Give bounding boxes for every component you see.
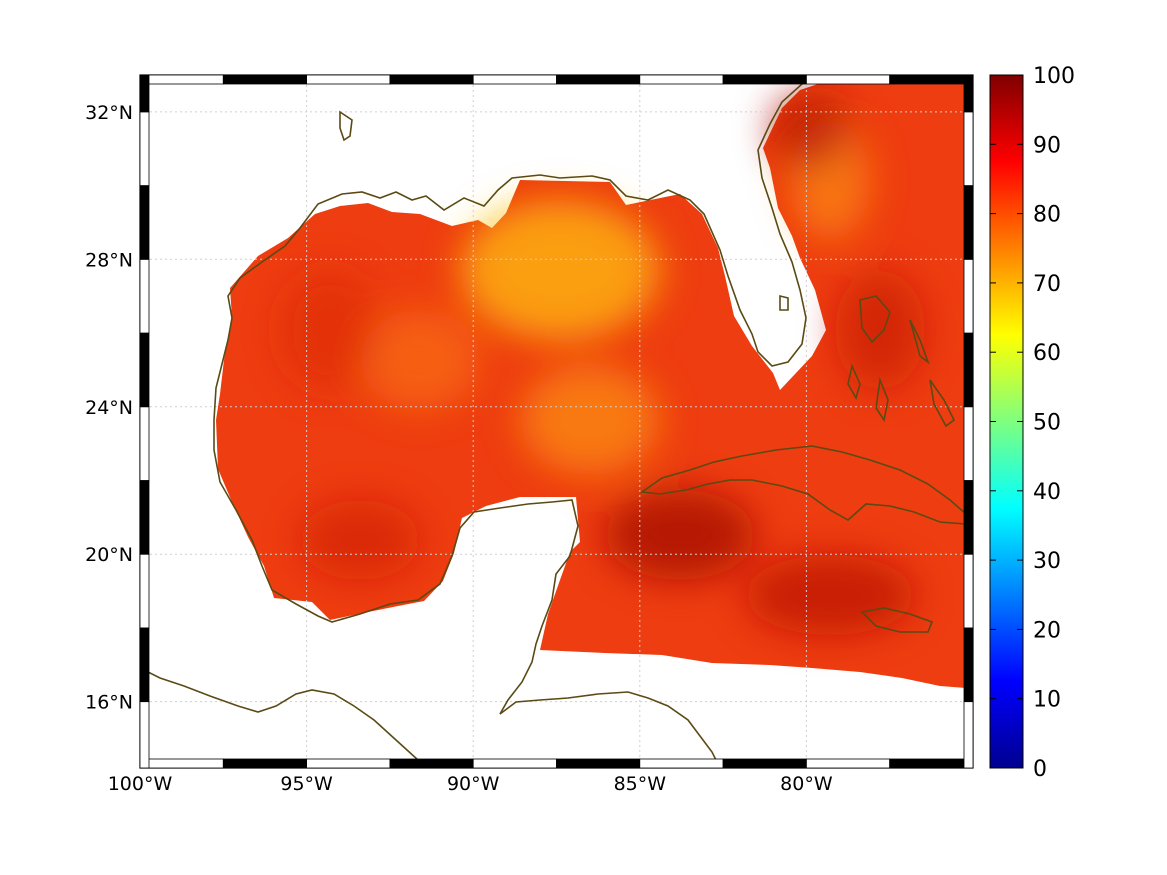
frame-bar-bottom bbox=[139, 758, 224, 769]
lat-tick-label: 32°N bbox=[85, 102, 133, 124]
colorbar-tick-label: 100 bbox=[1033, 64, 1075, 89]
colorbar-tick-label: 20 bbox=[1033, 618, 1061, 643]
frame-bar-bottom bbox=[556, 758, 641, 769]
frame-bar-top bbox=[306, 74, 391, 85]
lon-tick-label: 95°W bbox=[280, 773, 333, 795]
colorbar-tick-label: 0 bbox=[1033, 757, 1047, 782]
colorbar-tick-label: 50 bbox=[1033, 411, 1061, 436]
lon-tick-label: 80°W bbox=[780, 773, 833, 795]
frame-bar-left bbox=[139, 406, 150, 481]
frame-bar-top bbox=[556, 74, 641, 85]
mexico-coastline bbox=[213, 317, 579, 715]
frame-bar-right bbox=[963, 480, 974, 555]
latitude-labels: 32°N 28°N 24°N 20°N 16°N bbox=[85, 102, 133, 714]
frame-bar-bottom bbox=[889, 758, 974, 769]
colorbar-tick-label: 80 bbox=[1033, 203, 1061, 228]
lat-tick-label: 16°N bbox=[85, 692, 133, 714]
lat-tick-label: 20°N bbox=[85, 544, 133, 566]
frame-bar-right bbox=[963, 111, 974, 186]
gridlines bbox=[140, 75, 973, 768]
high-value-patch bbox=[745, 555, 915, 635]
lat-tick-label: 28°N bbox=[85, 249, 133, 271]
frame-bar-left bbox=[139, 332, 150, 408]
frame-bar-right bbox=[963, 701, 974, 769]
colorbar-tick-label: 30 bbox=[1033, 549, 1061, 574]
low-value-patch bbox=[460, 200, 660, 340]
frame-bar-top bbox=[722, 74, 807, 85]
frame-bar-right bbox=[963, 74, 974, 113]
frame-bar-left bbox=[139, 627, 150, 703]
frame-bar-top bbox=[139, 74, 224, 85]
frame-bar-right bbox=[963, 627, 974, 703]
coastlines bbox=[140, 75, 967, 768]
frame-bar-bottom bbox=[639, 758, 724, 769]
low-value-patch bbox=[520, 365, 660, 475]
central-america-pacific-coastline bbox=[140, 667, 431, 768]
frame-bar-bottom bbox=[306, 758, 391, 769]
frame-bar-bottom bbox=[722, 758, 807, 769]
frame-bar-right bbox=[963, 332, 974, 408]
inland-lake bbox=[339, 110, 353, 142]
lon-tick-label: 100°W bbox=[108, 773, 173, 795]
high-value-patch bbox=[300, 500, 420, 580]
frame-bar-top bbox=[806, 74, 891, 85]
colorbar-tick-label: 90 bbox=[1033, 133, 1061, 158]
ocean-data-field bbox=[216, 84, 966, 688]
lake-okeechobee bbox=[779, 294, 789, 311]
high-value-patch bbox=[280, 270, 380, 390]
frame-bar-bottom bbox=[389, 758, 474, 769]
frame-bar-top bbox=[472, 74, 557, 85]
colorbar-tick-label: 60 bbox=[1033, 341, 1061, 366]
us-gulf-coastline bbox=[227, 75, 821, 367]
colorbar-tick-label: 10 bbox=[1033, 688, 1061, 713]
lon-tick-label: 85°W bbox=[614, 773, 667, 795]
frame-bar-right bbox=[963, 185, 974, 260]
frame-bar-top bbox=[889, 74, 974, 85]
central-america-caribbean-coastline bbox=[499, 691, 721, 768]
high-value-patch bbox=[835, 270, 925, 390]
lon-tick-label: 90°W bbox=[447, 773, 500, 795]
low-value-patch bbox=[360, 310, 480, 410]
frame-bar-right bbox=[963, 258, 974, 334]
frame-bar-bottom bbox=[472, 758, 557, 769]
frame-bar-left bbox=[139, 701, 150, 769]
frame-bar-left bbox=[139, 111, 150, 186]
frame-bar-top bbox=[389, 74, 474, 85]
high-value-patch bbox=[605, 490, 755, 580]
cuba-outline bbox=[639, 445, 967, 525]
frame-bar-right bbox=[963, 406, 974, 481]
colorbar-tick-label: 40 bbox=[1033, 480, 1061, 505]
frame-bar-bottom bbox=[222, 758, 308, 769]
frame-bar-right bbox=[963, 553, 974, 629]
frame-bar-top bbox=[639, 74, 724, 85]
frame-bar-bottom bbox=[806, 758, 891, 769]
frame-bar-left bbox=[139, 185, 150, 260]
jamaica-outline bbox=[860, 607, 934, 633]
lat-tick-label: 24°N bbox=[85, 397, 133, 419]
colorbar-tick-label: 70 bbox=[1033, 272, 1061, 297]
frame-bar-top bbox=[222, 74, 308, 85]
frame-bar-left bbox=[139, 480, 150, 555]
frame-bar-left bbox=[139, 553, 150, 629]
longitude-labels: 100°W 95°W 90°W 85°W 80°W bbox=[108, 773, 833, 795]
map-frame-bars bbox=[139, 74, 974, 769]
high-value-patch bbox=[770, 90, 850, 170]
frame-bar-left bbox=[139, 258, 150, 334]
bahamas-islands bbox=[847, 295, 956, 428]
frame-bar-left bbox=[139, 74, 150, 113]
